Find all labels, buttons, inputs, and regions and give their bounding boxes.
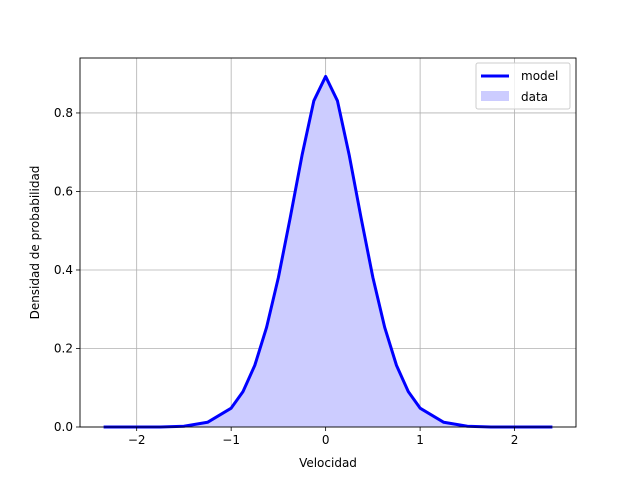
x-tick-label-4: 2 bbox=[511, 433, 519, 447]
x-tick-label-2: 0 bbox=[322, 433, 330, 447]
legend-data-label: data bbox=[521, 90, 548, 104]
legend-data-swatch bbox=[481, 91, 509, 101]
y-tick-label-1: 0.2 bbox=[54, 341, 73, 355]
model-line-layer bbox=[103, 74, 553, 429]
x-axis-label: Velocidad bbox=[299, 456, 357, 470]
y-tick-label-3: 0.6 bbox=[54, 184, 73, 198]
x-tick-label-3: 1 bbox=[416, 433, 424, 447]
y-tick-label-0: 0.0 bbox=[54, 420, 73, 434]
x-tick-label-1: −1 bbox=[222, 433, 240, 447]
legend: model data bbox=[475, 62, 571, 110]
y-tick-label-4: 0.8 bbox=[54, 106, 73, 120]
model-line bbox=[103, 74, 553, 429]
y-axis-label: Densidad de probabilidad bbox=[28, 166, 42, 320]
plot-frame bbox=[79, 57, 577, 428]
x-ticks: −2 −1 0 1 2 bbox=[128, 427, 519, 447]
x-tick-label-0: −2 bbox=[128, 433, 146, 447]
data-area-layer bbox=[103, 76, 553, 427]
legend-model-label: model bbox=[521, 69, 558, 83]
y-tick-label-2: 0.4 bbox=[54, 263, 73, 277]
y-ticks: 0.0 0.2 0.4 0.6 0.8 bbox=[54, 106, 80, 434]
data-area bbox=[103, 76, 553, 427]
